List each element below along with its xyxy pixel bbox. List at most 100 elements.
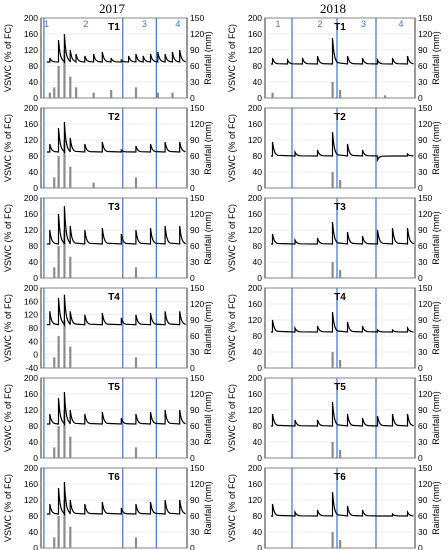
chart-2018-t1-ylabel-right: Rainfall (mm) (431, 31, 441, 85)
chart-2017-t1-rain-bar (134, 87, 138, 98)
chart-2017-t5-ytick-right: 0 (190, 453, 195, 463)
chart-2017-t2-ytick-right: 60 (190, 151, 200, 161)
chart-2018-t5-ytick-right: 30 (418, 437, 428, 447)
chart-2017-t5-ytick-right: 150 (190, 373, 204, 383)
chart-2018-t6-ytick-left: 120 (248, 495, 262, 505)
chart-2018-t5-ytick-left: 40 (253, 437, 263, 447)
chart-2017-t3-ytick-right: 30 (190, 257, 200, 267)
chart-2018-t5-ytick-right: 0 (418, 453, 423, 463)
chart-2018-t6-ytick-right: 0 (418, 543, 423, 550)
chart-2017-t4-rain-bar (134, 357, 138, 368)
chart-2017-t4-ytick-right: 90 (190, 315, 200, 325)
chart-2017-t3-ytick-left: 80 (29, 241, 39, 251)
chart-2017-t6-rain-bar (69, 526, 72, 548)
chart-2018-t6-frame (264, 467, 416, 549)
chart-2017-t1-ylabel-right: Rainfall (mm) (203, 31, 213, 85)
chart-2017-t4-ytick-left: 80 (29, 323, 39, 333)
chart-2018-t3-vswc-line (271, 221, 414, 245)
chart-2017-t1-vswc-line (46, 33, 186, 64)
chart-2017-t2-rain-bar (53, 177, 56, 188)
chart-2017-t5-ytick-left: 120 (24, 405, 38, 415)
chart-2017-t5-ytick-right: 120 (190, 389, 204, 399)
chart-2018-t4-ytick-right: 30 (418, 347, 428, 357)
chart-2017-t2-ytick-left: 80 (29, 151, 39, 161)
chart-2018-t1-rain-bar (331, 82, 334, 98)
chart-2017-t1-ytick-left: 120 (24, 45, 38, 55)
chart-2018-t1-ytick-right: 120 (418, 29, 432, 39)
chart-2017-t4-ytick-left: 160 (24, 296, 38, 306)
chart-2017-t5-ytick-left: 40 (29, 437, 39, 447)
chart-2018-t2-ytick-right: 30 (418, 167, 428, 177)
chart-2018-t5-frame (264, 377, 416, 459)
chart-2017-t4-ytick-right: 0 (190, 363, 195, 373)
chart-2018-t2-ytick-left: 0 (257, 183, 262, 193)
chart-2017-t4-ytick-left: 40 (29, 336, 39, 346)
chart-2017-t1-ytick-right: 30 (190, 77, 200, 87)
chart-2018-t1-ytick-left: 80 (253, 61, 263, 71)
chart-2017-t2-rain-bar (57, 156, 60, 188)
chart-2017-t4-rain-bar (53, 357, 56, 368)
chart-2018-t6-ytick-left: 0 (257, 543, 262, 550)
chart-2017-t1-rain-bar (110, 90, 113, 98)
chart-2017-t1-rain-bar (75, 87, 78, 98)
chart-2017-t4-rain-bar (57, 336, 60, 368)
chart-2017-t6-ytick-left: 0 (33, 543, 38, 550)
chart-2017-t5-ytick-left: 200 (24, 373, 38, 383)
chart-2017-t3-ytick-right: 90 (190, 225, 200, 235)
chart-2018-t6-ytick-left: 40 (253, 527, 263, 537)
chart-2018-t5-rain-bar (331, 442, 334, 458)
chart-2018-t1-period-label: 2 (318, 19, 323, 29)
chart-2018-t2-ytick-left: 160 (248, 119, 262, 129)
chart-2017-t5-rain-bar (63, 410, 66, 458)
chart-2018-t6-ytick-left: 200 (248, 463, 262, 473)
chart-2017-t6-ytick-right: 30 (190, 527, 200, 537)
chart-2018-t3-ytick-left: 80 (253, 241, 263, 251)
chart-2017-t3-ytick-left: 200 (24, 193, 38, 203)
chart-2018-t3-rain-bar (331, 262, 334, 278)
chart-2017-t3-rain-bar (134, 267, 138, 278)
chart-2018-t4-rain-bar (331, 352, 334, 368)
chart-2017-t5-ytick-right: 30 (190, 437, 200, 447)
year-2018-title: 2018 (320, 1, 346, 16)
chart-2017-t2-ytick-right: 30 (190, 167, 200, 177)
chart-2018-t4-ytick-left: 200 (248, 283, 262, 293)
chart-2018-t6-ylabel-left: VSWC (% of FC) (227, 474, 237, 542)
chart-2017-t1-rain-bar (53, 87, 56, 98)
chart-2018-t3-ytick-right: 60 (418, 241, 428, 251)
chart-2017-t4-rain-bar (69, 346, 72, 368)
chart-2018-t2-ytick-right: 90 (418, 135, 428, 145)
chart-2017-t2-ylabel-right: Rainfall (mm) (203, 121, 213, 175)
chart-2018-t3-ytick-left: 40 (253, 257, 263, 267)
chart-2017-t3-ytick-left: 120 (24, 225, 38, 235)
chart-2017-t6-title: T6 (108, 472, 120, 483)
chart-2017-t3-rain-bar (53, 267, 56, 278)
chart-2017-t4-title: T4 (108, 292, 120, 303)
chart-2017-t4-ytick-right: 150 (190, 283, 204, 293)
chart-2017-t1-rain-bar (48, 92, 51, 98)
chart-2018-t4-ytick-left: 160 (248, 299, 262, 309)
chart-2018-t1-ytick-right: 0 (418, 93, 423, 103)
chart-2018-t1-rain-bar (384, 95, 387, 98)
chart-2017-t1-ytick-right: 150 (190, 13, 204, 23)
chart-2017-t3-ytick-right: 150 (190, 193, 204, 203)
chart-2017-t6-rain-bar (63, 500, 66, 548)
chart-2018-t2-ytick-right: 0 (418, 183, 423, 193)
chart-2018-t5-ytick-left: 120 (248, 405, 262, 415)
chart-2018-t1-ytick-left: 120 (248, 45, 262, 55)
chart-2017-t3-title: T3 (108, 202, 120, 213)
chart-2017-t3-rain-bar (57, 246, 60, 278)
chart-2017-t1-period-label: 3 (142, 19, 147, 29)
chart-2018-t3-ytick-right: 120 (418, 209, 432, 219)
chart-2018-t6-ytick-left: 80 (253, 511, 263, 521)
chart-2017-t2-ytick-left: 200 (24, 103, 38, 113)
chart-2018-t5-ytick-left: 200 (248, 373, 262, 383)
chart-2017-t1-rain-bar (156, 92, 159, 98)
chart-2018-t2-ytick-right: 120 (418, 119, 432, 129)
chart-2017-t1-period-label: 4 (175, 19, 180, 29)
chart-2018-t1-ytick-right: 90 (418, 45, 428, 55)
chart-2018-t1-ytick-right: 60 (418, 61, 428, 71)
chart-2018-t1-ytick-right: 150 (418, 13, 432, 23)
chart-2018-t4-ytick-left: 0 (257, 363, 262, 373)
chart-2017-t3-rain-bar (63, 230, 66, 278)
chart-2017-t6-ytick-left: 160 (24, 479, 38, 489)
